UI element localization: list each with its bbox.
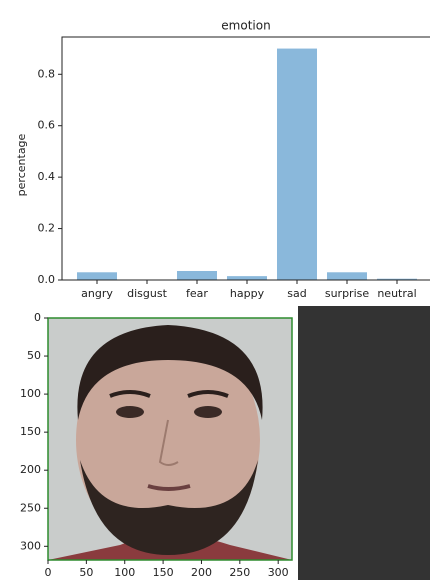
bar	[227, 276, 267, 280]
bar	[77, 272, 117, 280]
x-tick-label: disgust	[127, 287, 167, 300]
x-tick-label: fear	[186, 287, 208, 300]
dark-panel	[298, 306, 430, 580]
y-tick-label: 150	[20, 425, 41, 438]
y-tick-label: 0.8	[38, 67, 56, 80]
y-tick-label: 300	[20, 539, 41, 552]
x-tick-label: 300	[268, 566, 289, 579]
chart-title: emotion	[221, 19, 270, 33]
x-tick-label: surprise	[325, 287, 370, 300]
y-tick-label: 250	[20, 501, 41, 514]
x-tick-label: 200	[191, 566, 212, 579]
bar	[177, 271, 217, 280]
y-tick-label: 50	[27, 349, 41, 362]
y-tick-label: 0.4	[38, 170, 56, 183]
photo	[48, 318, 292, 560]
bar	[327, 272, 367, 280]
x-tick-label: 50	[79, 566, 93, 579]
y-tick-label: 0.0	[38, 273, 56, 286]
y-axis-label: percentage	[15, 133, 28, 196]
x-tick-label: neutral	[377, 287, 416, 300]
x-tick-label: 150	[153, 566, 174, 579]
y-tick-label: 100	[20, 387, 41, 400]
x-tick-label: 250	[229, 566, 250, 579]
right-eye	[194, 406, 222, 418]
y-tick-label: 0.2	[38, 222, 56, 235]
x-tick-label: 0	[45, 566, 52, 579]
y-tick-label: 0.6	[38, 119, 56, 132]
y-tick-label: 200	[20, 463, 41, 476]
x-tick-label: sad	[287, 287, 306, 300]
x-tick-label: happy	[230, 287, 265, 300]
bar	[277, 49, 317, 280]
x-tick-label: 100	[114, 566, 135, 579]
y-tick-label: 0	[34, 311, 41, 324]
left-eye	[116, 406, 144, 418]
x-tick-label: angry	[81, 287, 113, 300]
screenshot: emotion percentage 0.0 0.2 0.4 0.6 0.8 angry d…	[0, 0, 430, 580]
